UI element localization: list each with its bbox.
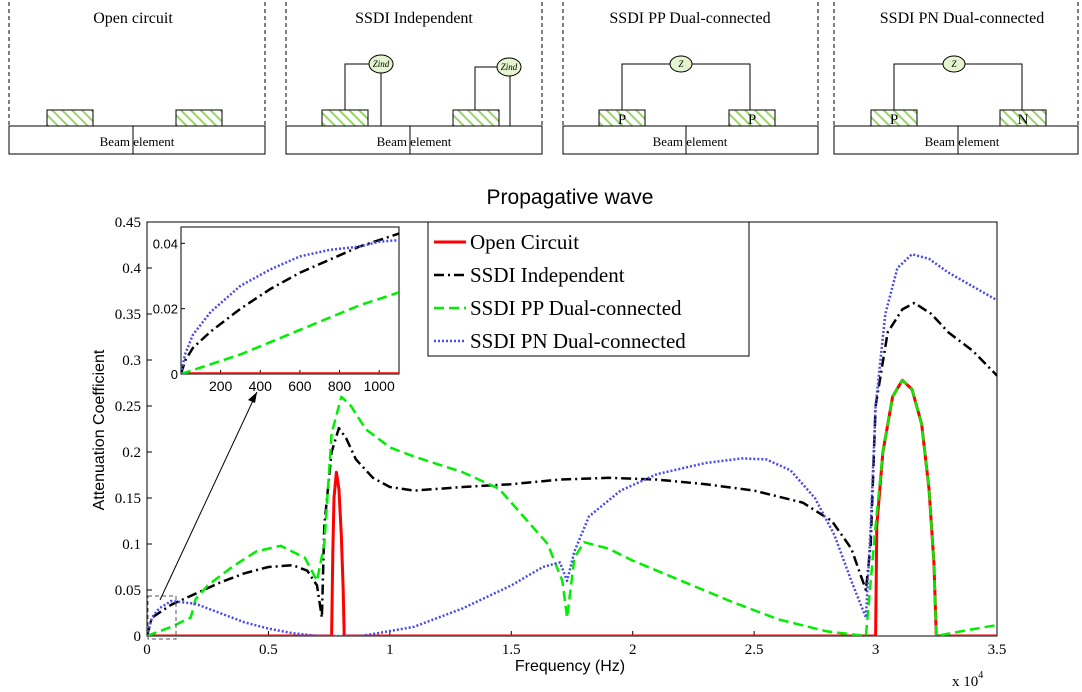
- schematic-title: SSDI PN Dual-connected: [880, 10, 1044, 27]
- inset-y-tick-label: 0.02: [153, 302, 178, 317]
- impedance-label: Z: [951, 59, 957, 69]
- y-tick-label: 0.4: [122, 261, 141, 277]
- series-ssdi-pn-dual-connected: [147, 252, 997, 636]
- axis-ticks: 0 0.5 1 1.5 2 2.5 3 3.5 0 0.05 0.1 0.15 0.2 0.25 0.3 0.…: [115, 215, 1007, 658]
- wire: [474, 66, 497, 110]
- chart-series: [147, 252, 997, 636]
- legend-items: Open Circuit SSDI Independent SSDI PP Dual…: [434, 230, 686, 353]
- impedance-label: Z: [678, 59, 684, 69]
- y-tick-label: 0.15: [115, 491, 141, 507]
- impedance-icon: [942, 55, 966, 73]
- beam-element: [8, 125, 266, 155]
- patch-polarity-label: N: [1018, 112, 1029, 128]
- schematic-ssdi-independent: SSDI Independent Zind Zind Beam element: [285, 2, 543, 155]
- inset-series-ssdi-independent: [181, 232, 399, 374]
- beam-label: Beam element: [377, 134, 452, 149]
- x-tick-label: 2: [629, 642, 637, 658]
- inset-x-tick-label: 1000: [364, 378, 395, 394]
- inset-x-tick-label: 600: [288, 378, 312, 394]
- legend-label-ssdi-independent: SSDI Independent: [470, 263, 625, 287]
- impedance-label: Zind: [373, 59, 390, 69]
- impedance-icon: [368, 54, 394, 74]
- schematic-title: SSDI Independent: [355, 10, 473, 27]
- wire: [344, 63, 370, 110]
- x-tick-label: 0.5: [259, 642, 278, 658]
- legend-label-ssdi-pp-dual-connected: SSDI PP Dual-connected: [470, 296, 682, 320]
- series-ssdi-independent: [147, 301, 997, 636]
- zoom-arrowhead: [248, 392, 257, 403]
- x-tick-label: 3: [872, 642, 880, 658]
- impedance-label: Zind: [501, 62, 518, 72]
- y-tick-label: 0.3: [122, 353, 141, 369]
- inset-y-tick-label: 0: [171, 367, 178, 382]
- patch-polarity-label: P: [618, 112, 626, 128]
- x-tick-label: 1.5: [502, 642, 521, 658]
- impedance-icon: [669, 55, 693, 73]
- x-axis-label: Frequency (Hz): [515, 658, 625, 675]
- wire: [965, 63, 1023, 110]
- chart-title: Propagative wave: [487, 186, 654, 209]
- schematic-ssdi-pp: SSDI PP Dual-connected Z P P Beam elemen…: [562, 2, 819, 155]
- inset-y-tick-label: 0.04: [153, 236, 178, 251]
- piezo-patch-left: [46, 109, 94, 127]
- inset-x-tick-label: 400: [249, 378, 273, 394]
- patch-polarity-label: P: [748, 112, 756, 128]
- series-ssdi-pp-dual-connected: [147, 378, 997, 636]
- y-tick-label: 0.25: [115, 399, 141, 415]
- x-tick-label: 3.5: [988, 642, 1007, 658]
- inset-plot-area: [180, 226, 400, 375]
- wire: [893, 63, 943, 110]
- zoom-arrow: [159, 391, 258, 601]
- piezo-patch-right: [175, 109, 223, 127]
- x-tick-label: 1: [386, 642, 394, 658]
- beam-label: Beam element: [100, 134, 175, 149]
- beam-element: [562, 125, 819, 155]
- beam-label: Beam element: [925, 134, 1000, 149]
- x-axis-multiplier: x 104: [952, 670, 983, 690]
- piezo-patch-right: [452, 109, 500, 127]
- legend: [427, 221, 750, 357]
- schematic-title: Open circuit: [93, 10, 173, 27]
- inset-axis-ticks: 200 400 600 800 1000 0 0.02 0.04: [153, 236, 395, 394]
- inset-x-tick-label: 800: [328, 378, 352, 394]
- y-tick-label: 0: [134, 629, 142, 645]
- zoom-region-box: [147, 595, 177, 640]
- x-tick-label: 2.5: [745, 642, 764, 658]
- piezo-patch-left: [321, 109, 369, 127]
- schematic-title: SSDI PP Dual-connected: [609, 10, 770, 27]
- x-tick-label: 0: [143, 642, 151, 658]
- legend-label-ssdi-pn-dual-connected: SSDI PN Dual-connected: [470, 329, 686, 353]
- impedance-icon: [496, 57, 522, 77]
- inset-series-ssdi-pp-dual-connected: [181, 291, 399, 374]
- y-tick-label: 0.1: [122, 537, 141, 553]
- schematic-open-circuit: Open circuit Beam element: [8, 2, 266, 155]
- schematic-ssdi-pn: SSDI PN Dual-connected Z P N Beam elemen…: [833, 2, 1079, 155]
- beam-element: [833, 125, 1079, 155]
- wire: [621, 63, 670, 110]
- y-tick-label: 0.05: [115, 583, 141, 599]
- wire: [692, 63, 751, 110]
- beam-label: Beam element: [653, 134, 728, 149]
- y-axis-label: Attenuation Coefficient: [91, 349, 108, 510]
- y-tick-label: 0.2: [122, 445, 141, 461]
- inset-series: [181, 232, 399, 374]
- y-tick-label: 0.35: [115, 307, 141, 323]
- y-tick-label: 0.45: [115, 215, 141, 231]
- inset-x-tick-label: 200: [209, 378, 233, 394]
- patch-polarity-label: P: [890, 112, 898, 128]
- legend-label-open-circuit: Open Circuit: [470, 230, 579, 254]
- beam-element: [285, 125, 543, 155]
